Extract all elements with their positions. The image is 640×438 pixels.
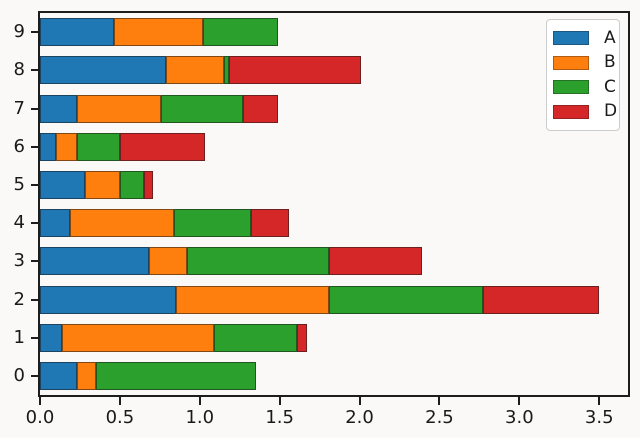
- bar-segment-D-cat-7: [242, 94, 279, 123]
- y-tick-label-5: 5: [13, 173, 25, 195]
- y-tick-mark: [31, 222, 38, 225]
- x-tick-mark: [438, 397, 441, 405]
- y-tick-mark: [31, 145, 38, 148]
- bar-segment-D-cat-5: [143, 170, 154, 199]
- bar-segment-B-cat-2: [175, 285, 330, 314]
- x-tick-label-3.5: 3.5: [584, 407, 614, 428]
- x-tick-mark: [118, 397, 121, 405]
- x-tick-mark: [598, 397, 601, 405]
- x-tick-label-1.5: 1.5: [265, 407, 294, 428]
- bar-segment-C-cat-9: [202, 18, 279, 47]
- bar-segment-B-cat-7: [76, 94, 162, 123]
- legend-item-D: D: [553, 100, 617, 124]
- x-tick-label-3.0: 3.0: [505, 407, 534, 428]
- bar-segment-D-cat-6: [119, 132, 205, 161]
- bar-segment-C-cat-8: [223, 56, 229, 85]
- x-tick-mark: [278, 397, 281, 405]
- bar-segment-D-cat-1: [297, 323, 307, 352]
- bar-segment-A-cat-8: [40, 56, 167, 85]
- y-tick-mark: [31, 298, 38, 301]
- y-axis: 9 8 7 6 5 4 3 2 1 0: [0, 13, 38, 395]
- legend-item-B: B: [553, 51, 616, 75]
- y-tick-mark: [31, 31, 38, 34]
- y-tick-label-6: 6: [13, 135, 25, 157]
- legend-swatch-B: [553, 55, 589, 70]
- x-tick-label-0.5: 0.5: [105, 407, 135, 428]
- bar-segment-B-cat-0: [76, 361, 96, 390]
- bar-segment-B-cat-8: [166, 56, 224, 85]
- bar-segment-A-cat-7: [40, 94, 77, 123]
- bar-segment-B-cat-5: [84, 170, 120, 199]
- x-tick-mark: [39, 397, 41, 405]
- bar-segment-B-cat-4: [70, 209, 175, 238]
- legend-label-C: C: [604, 76, 616, 97]
- bar-segment-C-cat-0: [95, 361, 256, 390]
- x-tick-label-0.0: 0.0: [25, 407, 55, 428]
- bar-segment-D-cat-2: [482, 285, 600, 314]
- bar-segment-A-cat-2: [40, 285, 176, 314]
- y-tick-mark: [31, 69, 38, 72]
- y-tick-label-4: 4: [13, 212, 25, 234]
- bar-segment-A-cat-9: [40, 18, 114, 47]
- y-tick-mark: [31, 183, 38, 186]
- bar-segment-D-cat-8: [228, 56, 362, 85]
- y-tick-label-9: 9: [13, 21, 25, 43]
- bar-segment-A-cat-3: [40, 247, 149, 276]
- x-tick-mark: [518, 397, 521, 405]
- legend-label-B: B: [604, 52, 616, 73]
- x-tick-label-1.0: 1.0: [185, 407, 215, 428]
- y-tick-label-2: 2: [13, 288, 25, 310]
- bar-segment-A-cat-0: [40, 361, 77, 390]
- bar-segment-D-cat-3: [329, 247, 422, 276]
- y-tick-label-8: 8: [13, 59, 25, 81]
- y-tick-label-3: 3: [13, 250, 25, 272]
- legend-item-C: C: [553, 75, 616, 99]
- bar-segment-A-cat-4: [40, 209, 71, 238]
- bar-segment-C-cat-2: [329, 285, 483, 314]
- bar-segment-B-cat-3: [148, 247, 187, 276]
- bar-segment-A-cat-5: [40, 170, 85, 199]
- legend-swatch-C: [553, 80, 589, 95]
- legend-label-A: A: [604, 27, 616, 48]
- y-tick-label-1: 1: [13, 326, 25, 348]
- legend-item-A: A: [553, 26, 616, 50]
- bar-segment-C-cat-5: [119, 170, 144, 199]
- bar-segment-C-cat-1: [214, 323, 298, 352]
- x-tick-label-2.0: 2.0: [345, 407, 374, 428]
- bar-segment-B-cat-1: [62, 323, 215, 352]
- legend-swatch-D: [553, 104, 589, 119]
- y-tick-label-0: 0: [13, 364, 25, 386]
- bar-segment-C-cat-7: [161, 94, 243, 123]
- x-tick-mark: [358, 397, 361, 405]
- y-tick-label-7: 7: [13, 97, 25, 119]
- x-tick-label-2.5: 2.5: [425, 407, 454, 428]
- bar-segment-A-cat-1: [40, 323, 63, 352]
- bar-segment-A-cat-6: [40, 132, 56, 161]
- y-tick-mark: [31, 107, 38, 110]
- bar-segment-B-cat-9: [113, 18, 203, 47]
- y-tick-mark: [31, 260, 38, 263]
- legend-label-D: D: [604, 101, 618, 122]
- bar-segment-C-cat-4: [174, 209, 251, 238]
- bar-segment-B-cat-6: [55, 132, 77, 161]
- bar-segment-C-cat-6: [76, 132, 120, 161]
- bar-segment-D-cat-4: [250, 209, 290, 238]
- x-tick-mark: [198, 397, 201, 405]
- legend-swatch-A: [553, 31, 589, 45]
- bar-segment-C-cat-3: [187, 247, 330, 276]
- y-tick-mark: [31, 336, 38, 339]
- x-axis: 0.0 0.5 1.0 1.5 2.0 2.5 3.0 3.5: [26, 397, 628, 437]
- y-tick-mark: [31, 374, 38, 377]
